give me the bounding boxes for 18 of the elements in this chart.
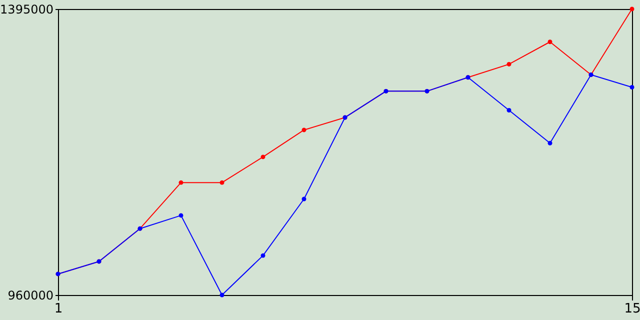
- point: [630, 85, 634, 90]
- point: [178, 180, 184, 185]
- point: [260, 253, 266, 258]
- point: [178, 213, 184, 218]
- point: [630, 6, 634, 12]
- point: [220, 292, 224, 298]
- point: [302, 196, 306, 202]
- point: [548, 40, 552, 44]
- point: [302, 128, 306, 132]
- y-tick-label: 1395000: [0, 2, 54, 16]
- point: [220, 180, 224, 185]
- point: [548, 140, 552, 146]
- point: [506, 108, 512, 112]
- point: [506, 62, 512, 66]
- x-tick-label: 15: [624, 302, 640, 316]
- x-tick-label: 1: [54, 302, 63, 316]
- point: [260, 154, 266, 160]
- y-tick-label: 960000: [8, 288, 54, 302]
